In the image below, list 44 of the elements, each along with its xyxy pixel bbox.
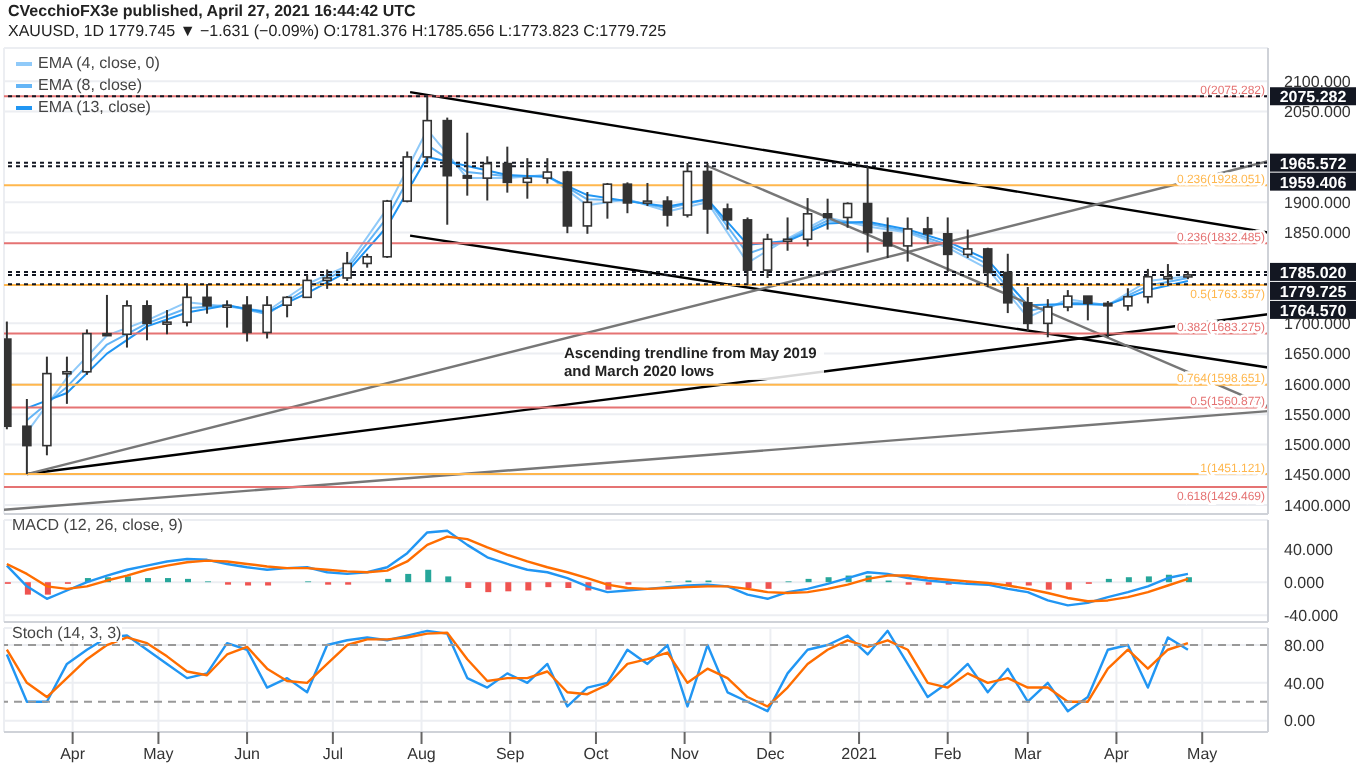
chart-title: CVecchioFX3e published, April 27, 2021 16:44:42 UTC xyxy=(8,2,418,22)
y-tick-label: 40.000 xyxy=(1284,540,1335,559)
x-tick-label: Aug xyxy=(407,745,436,764)
y-tick-label: 1900.000 xyxy=(1284,194,1352,212)
x-tick-label: Apr xyxy=(60,745,86,764)
y-tick-label: 1500.000 xyxy=(1284,436,1352,455)
x-tick-label: Nov xyxy=(670,745,699,764)
y-tick-label: 1650.000 xyxy=(1284,345,1352,364)
y-tick-label: 1700.000 xyxy=(1284,315,1352,334)
x-tick-label: Apr xyxy=(1103,745,1130,764)
y-tick-label: 2100.000 xyxy=(1284,72,1352,91)
x-tick-label: Feb xyxy=(933,745,963,764)
x-tick-label: Sep xyxy=(495,745,526,764)
x-tick-label: Jun xyxy=(234,745,260,764)
x-tick-label: 2021 xyxy=(841,745,878,764)
y-tick-label: 1850.000 xyxy=(1284,224,1352,243)
legend-label: EMA (13, close) xyxy=(38,96,151,118)
y-tick-label: 40.00 xyxy=(1284,674,1326,693)
ref-line-label: 2075.282 xyxy=(1279,88,1348,107)
ref-line-label: 1779.725 xyxy=(1279,282,1348,301)
y-tick-label: 0.00 xyxy=(1284,712,1317,731)
ref-line-label: 1764.570 xyxy=(1279,301,1348,320)
legend-label: EMA (8, close) xyxy=(38,74,143,96)
y-tick-label: 1400.000 xyxy=(1284,496,1352,515)
ref-line-label: 1965.572 xyxy=(1279,154,1348,173)
y-tick-label: 1450.000 xyxy=(1284,466,1352,485)
y-tick-label: 1550.000 xyxy=(1284,405,1352,424)
y-tick-label: 80.00 xyxy=(1284,636,1326,655)
y-tick-label: 2050.000 xyxy=(1284,103,1352,122)
x-tick-label: Oct xyxy=(583,745,610,764)
chart-title: Stoch (14, 3, 3) xyxy=(12,624,122,642)
chart-subtitle: XAUUSD, 1D 1779.745 ▼ −1.631 (−0.09%) O:1781.376 H:1785.656 L:1773.823 C:1779.725 xyxy=(8,22,669,42)
x-tick-label: May xyxy=(143,745,174,764)
x-tick-label: Mar xyxy=(1014,745,1043,764)
ref-line-label: 1959.406 xyxy=(1279,173,1348,192)
x-tick-label: May xyxy=(1187,745,1218,764)
y-tick-label: -40.000 xyxy=(1284,607,1340,626)
ref-line-label: 1785.020 xyxy=(1279,263,1348,282)
chart-title: MACD (12, 26, close, 9) xyxy=(12,516,183,534)
x-tick-label: Jul xyxy=(322,745,344,764)
legend-label: EMA (4, close, 0) xyxy=(38,52,160,74)
y-tick-label: 0.000 xyxy=(1284,573,1326,592)
x-tick-label: Dec xyxy=(756,745,785,764)
y-tick-label: 1600.000 xyxy=(1284,375,1352,394)
